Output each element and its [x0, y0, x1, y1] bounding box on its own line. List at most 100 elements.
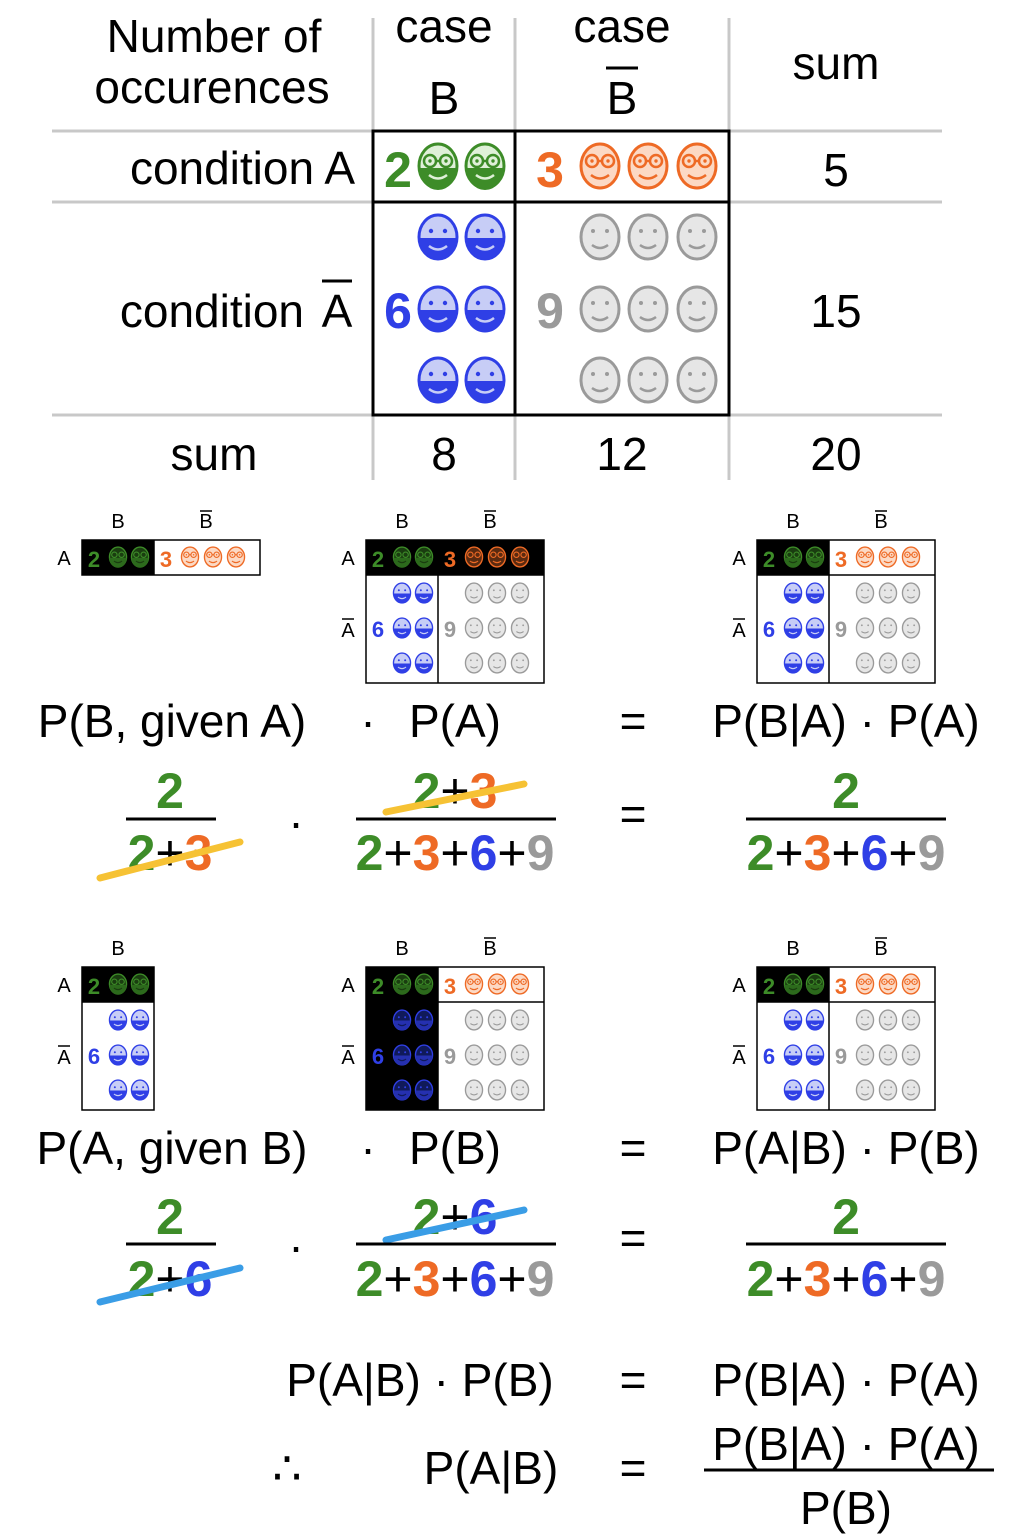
mini-count-ab: 2 — [88, 974, 100, 999]
s2-equals2: = — [620, 1212, 647, 1264]
blue-face-icon — [392, 1009, 412, 1032]
gray-face-icon — [855, 1009, 875, 1031]
mini-header-bbar: B — [874, 938, 887, 960]
mini-border — [365, 539, 545, 684]
s1-frac2-strike — [382, 780, 528, 816]
sum-total: 20 — [810, 428, 861, 480]
s1-dot2: · — [288, 796, 303, 848]
gray-face-icon — [510, 1009, 530, 1031]
section-1-equation: P(B, given A) · P(A) = P(B|A) · P(A) 2 2… — [38, 695, 980, 882]
cell-abbar-count: 3 — [536, 142, 564, 198]
main-table: Number of occurences case B case B sum c… — [52, 0, 942, 480]
s2-dot2: · — [288, 1220, 303, 1272]
gray-face-icon — [901, 1079, 921, 1101]
s2-equals: = — [620, 1122, 647, 1174]
col-bbar-case-label: case — [573, 0, 670, 52]
conclusion-line2-equals: = — [620, 1442, 647, 1494]
sum-row-a: 5 — [823, 144, 849, 196]
cell-abarb-count: 6 — [384, 283, 412, 339]
gray-face-icon — [676, 285, 718, 333]
conclusion-line2-denominator: P(B) — [800, 1482, 892, 1534]
green-glasses-face-icon — [108, 546, 128, 569]
orange-glasses-face-icon — [855, 546, 875, 568]
gray-face-icon — [878, 1009, 898, 1031]
mini-count-abarb: 6 — [372, 1044, 384, 1069]
mini-count-ab: 2 — [372, 547, 384, 572]
s2-p-a-given-b: P(A, given B) — [37, 1122, 308, 1174]
conclusion-line2-numerator: P(B|A) · P(A) — [712, 1418, 980, 1470]
blue-face-icon — [414, 1009, 434, 1032]
s1-dot: · — [360, 695, 375, 747]
mini-header-bbar: B — [483, 938, 496, 960]
gray-face-icon — [487, 1079, 507, 1101]
blue-face-icon — [108, 1079, 128, 1102]
orange-glasses-face-icon — [464, 973, 484, 995]
gray-face-icon — [855, 1079, 875, 1101]
gray-face-icon — [627, 285, 669, 333]
gray-face-icon — [676, 356, 718, 404]
mini-header-b: B — [395, 938, 408, 960]
mini-header-b: B — [111, 511, 124, 533]
blue-face-icon — [783, 1079, 803, 1102]
mini-count-abarbbar: 9 — [835, 617, 847, 642]
s1-frac1-num: 2 — [156, 763, 184, 819]
gray-face-icon — [855, 617, 875, 639]
gray-face-icon — [510, 1079, 530, 1101]
s2-frac2-num: 2+6 — [413, 1189, 498, 1245]
orange-glasses-face-icon — [487, 973, 507, 995]
col-bbar-header: B — [607, 72, 638, 124]
sum-col-bbar: 12 — [596, 428, 647, 480]
mini-count-abarbbar: 9 — [835, 1044, 847, 1069]
orange-glasses-face-icon — [627, 142, 669, 190]
s1-p-a: P(A) — [409, 695, 501, 747]
blue-face-icon — [417, 356, 459, 405]
gray-face-icon — [487, 617, 507, 639]
mini-row-abar: A — [341, 620, 355, 642]
therefore-symbol: ∴ — [272, 1442, 301, 1494]
mini-row-abar: A — [57, 1047, 71, 1069]
orange-glasses-face-icon — [487, 546, 507, 568]
mini-count-abarb: 6 — [88, 1044, 100, 1069]
orange-glasses-face-icon — [878, 973, 898, 995]
blue-face-icon — [805, 1079, 825, 1102]
blue-face-icon — [805, 617, 825, 640]
mini-count-abarb: 6 — [372, 617, 384, 642]
mini-row-a: A — [341, 975, 355, 997]
mini-count-abbar: 3 — [160, 547, 172, 572]
blue-face-icon — [464, 285, 506, 334]
green-glasses-face-icon — [108, 973, 128, 996]
gray-face-icon — [855, 652, 875, 674]
gray-face-icon — [878, 582, 898, 604]
blue-face-icon — [783, 652, 803, 675]
blue-face-icon — [805, 1009, 825, 1032]
orange-glasses-face-icon — [855, 973, 875, 995]
mini-count-ab: 2 — [763, 547, 775, 572]
col-b-header: B — [429, 72, 460, 124]
gray-face-icon — [464, 1009, 484, 1031]
mini-count-ab: 2 — [372, 974, 384, 999]
mini-count-ab: 2 — [763, 974, 775, 999]
mini-count-ab: 2 — [88, 547, 100, 572]
mini-count-abbar: 3 — [835, 547, 847, 572]
mini-border — [756, 539, 936, 684]
blue-face-icon — [805, 1044, 825, 1067]
orange-glasses-face-icon — [510, 973, 530, 995]
s1-p-b-given-a: P(B, given A) — [38, 695, 306, 747]
gray-face-icon — [855, 1044, 875, 1066]
blue-face-icon — [414, 617, 434, 640]
s2-frac1-den: 2+6 — [128, 1251, 213, 1307]
row-sum-label: sum — [171, 428, 258, 480]
mini-table-s1-left: B B A 2 3 — [57, 510, 261, 576]
mini-border — [81, 539, 261, 576]
gray-face-icon — [901, 582, 921, 604]
gray-face-icon — [464, 617, 484, 639]
s2-frac1-num: 2 — [156, 1189, 184, 1245]
mini-row-a: A — [57, 975, 71, 997]
s2-frac2-den: 2+3+6+9 — [356, 1251, 555, 1307]
conclusion-line1-lhs: P(A|B) · P(B) — [286, 1354, 554, 1406]
orange-glasses-face-icon — [180, 546, 200, 568]
green-glasses-face-icon — [805, 546, 825, 569]
